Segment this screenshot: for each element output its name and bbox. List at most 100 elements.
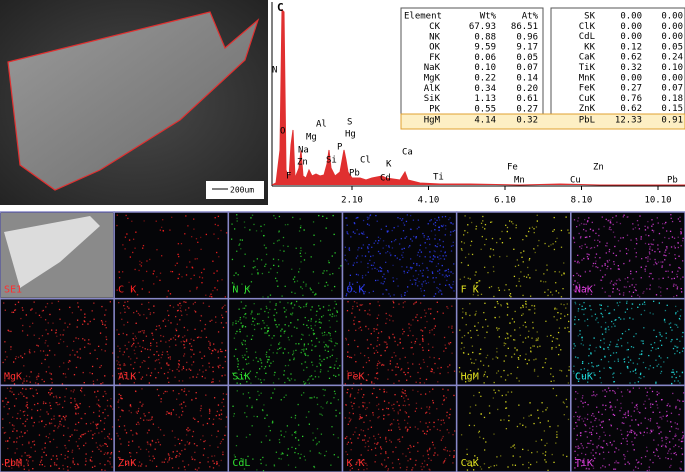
map-dot xyxy=(268,356,270,358)
map-dot xyxy=(327,284,329,286)
map-dot xyxy=(191,399,193,401)
map-dot xyxy=(203,268,205,270)
map-dot xyxy=(346,231,348,233)
map-dot xyxy=(519,423,521,425)
map-dot xyxy=(221,279,223,281)
map-dot xyxy=(644,268,646,270)
map-dot xyxy=(440,439,443,441)
map-dot xyxy=(432,258,434,260)
map-dot xyxy=(642,361,645,364)
x-tick-label: 2.10 xyxy=(341,196,363,206)
map-dot xyxy=(382,283,384,285)
map-dot xyxy=(424,280,426,282)
map-dot xyxy=(586,413,589,416)
map-dot xyxy=(546,264,548,266)
map-dot xyxy=(421,337,424,340)
map-dot xyxy=(422,430,424,432)
map-dot xyxy=(257,390,259,393)
map-dot xyxy=(347,351,349,353)
map-dot xyxy=(73,374,76,376)
map-dot xyxy=(610,228,612,231)
map-dot xyxy=(9,422,11,424)
map-dot xyxy=(379,266,381,269)
map-dot xyxy=(682,435,684,437)
map-dot xyxy=(240,248,242,250)
map-dot xyxy=(119,347,121,350)
map-dot xyxy=(246,416,248,418)
map-dot xyxy=(84,346,86,348)
map-dot xyxy=(612,252,615,254)
map-dot xyxy=(317,282,320,284)
map-dot xyxy=(612,231,615,233)
map-dot xyxy=(651,229,653,231)
map-dot xyxy=(30,371,32,373)
map-dot xyxy=(57,427,59,429)
map-dot xyxy=(102,412,104,414)
map-dot xyxy=(585,287,588,289)
map-dot xyxy=(404,237,406,239)
map-dot xyxy=(550,244,552,246)
map-dot xyxy=(403,224,406,226)
map-dot xyxy=(201,277,204,279)
map-dot xyxy=(302,294,304,297)
map-dot xyxy=(119,438,121,440)
map-dot xyxy=(605,329,607,331)
map-dot xyxy=(158,358,160,361)
map-dot xyxy=(194,301,196,304)
map-dot xyxy=(412,353,415,355)
map-dot xyxy=(678,317,681,320)
map-dot xyxy=(484,228,486,230)
map-dot xyxy=(275,451,278,453)
map-dot xyxy=(401,436,404,438)
map-dot xyxy=(649,432,651,434)
map-dot xyxy=(123,351,126,353)
map-dot xyxy=(329,334,332,337)
map-dot xyxy=(105,336,107,338)
map-dot xyxy=(640,377,642,379)
map-dot xyxy=(589,427,591,429)
map-dot xyxy=(419,255,421,258)
map-dot xyxy=(446,279,448,282)
map-dot xyxy=(313,333,316,335)
map-dot xyxy=(398,438,400,440)
map-dot xyxy=(148,451,150,453)
map-dot xyxy=(651,249,653,251)
map-dot xyxy=(429,260,431,262)
map-dot xyxy=(576,372,579,374)
map-dot xyxy=(240,460,243,462)
map-dot xyxy=(77,337,80,340)
map-dot xyxy=(285,431,287,433)
map-dot xyxy=(130,411,132,414)
map-dot xyxy=(33,444,36,446)
map-dot xyxy=(38,421,40,423)
map-dot xyxy=(24,425,26,427)
map-dot xyxy=(364,434,366,437)
map-dot xyxy=(153,312,155,314)
map-dot xyxy=(626,252,628,255)
map-dot xyxy=(402,453,404,455)
map-dot xyxy=(60,453,62,456)
map-dot xyxy=(433,250,435,252)
map-dot xyxy=(442,274,444,276)
map-dot xyxy=(177,277,179,280)
map-dot xyxy=(677,326,679,328)
map-dot xyxy=(531,337,533,339)
map-dot xyxy=(128,441,130,443)
map-dot xyxy=(642,434,645,437)
map-dot xyxy=(304,352,306,355)
map-dot xyxy=(237,360,239,362)
map-dot xyxy=(221,350,223,353)
map-dot xyxy=(232,415,235,417)
map-dot xyxy=(95,396,98,398)
map-dot xyxy=(604,434,606,436)
map-dot xyxy=(97,399,100,401)
map-dot xyxy=(623,214,625,216)
map-dot xyxy=(270,344,272,346)
map-dot xyxy=(487,271,489,274)
map-dot xyxy=(238,368,240,371)
map-dot xyxy=(23,465,25,467)
map-dot xyxy=(43,380,45,383)
map-dot xyxy=(49,402,51,404)
map-dot xyxy=(659,411,661,413)
map-dot xyxy=(174,315,177,318)
